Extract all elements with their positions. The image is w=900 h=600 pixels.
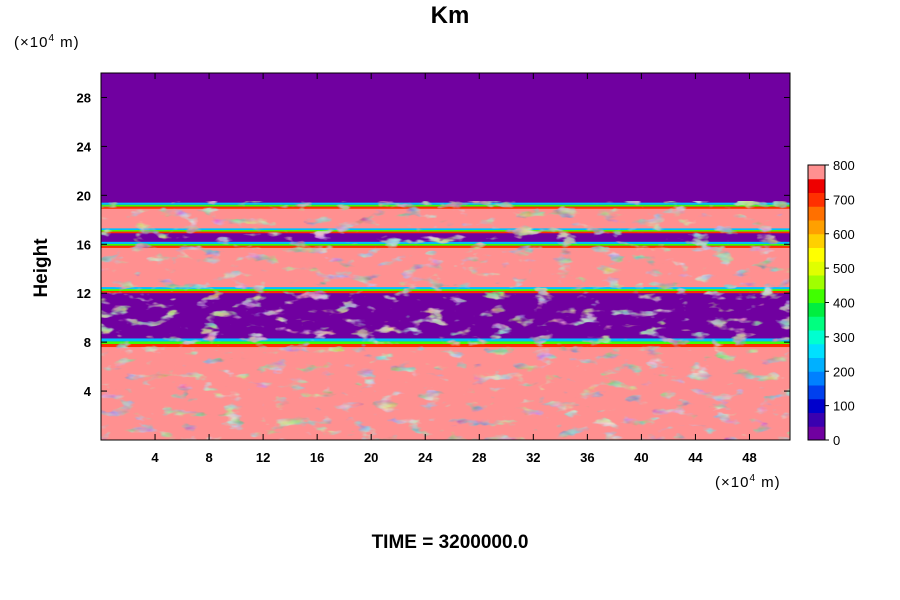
x-tick-label: 44 [688, 450, 703, 465]
x-tick-label: 20 [364, 450, 378, 465]
colorbar-tick-label: 700 [833, 192, 855, 207]
turbulence-texture [101, 201, 790, 440]
colorbar-swatch [808, 178, 825, 193]
y-tick-label: 16 [77, 237, 91, 252]
colorbar-swatch [808, 302, 825, 317]
x-tick-label: 8 [205, 450, 212, 465]
colorbar-swatch [808, 371, 825, 386]
x-tick-label: 4 [151, 450, 159, 465]
colorbar-swatch [808, 247, 825, 262]
y-unit-label: (×104 m) [14, 33, 80, 51]
time-label: TIME = 3200000.0 [371, 532, 529, 553]
colorbar-tick-label: 0 [833, 433, 840, 448]
colorbar-swatch [808, 206, 825, 221]
x-tick-label: 28 [472, 450, 486, 465]
colorbar-swatch [808, 343, 825, 358]
x-tick-label: 12 [256, 450, 270, 465]
colorbar: 0 100 200 300 400 500 600 700 800 [807, 158, 855, 448]
x-axis-ticks: 4 8 12 16 20 24 28 32 36 40 44 48 [151, 73, 757, 465]
y-axis-ticks: 4 8 12 16 20 24 28 [77, 90, 790, 399]
colorbar-swatch [808, 192, 825, 207]
colorbar-swatch [808, 330, 825, 345]
x-tick-label: 36 [580, 450, 594, 465]
colorbar-swatch [808, 426, 825, 441]
x-tick-label: 40 [634, 450, 648, 465]
colorbar-swatch [808, 275, 825, 290]
colorbar-tick-label: 600 [833, 227, 855, 242]
y-tick-label: 24 [77, 139, 92, 154]
plot-frame [100, 72, 791, 441]
colorbar-tick-label: 300 [833, 330, 855, 345]
heatmap-field [101, 73, 790, 440]
colorbar-tick-label: 200 [833, 364, 855, 379]
colorbar-tick-label: 400 [833, 296, 855, 311]
colorbar-swatch [808, 357, 825, 372]
colorbar-swatch [808, 316, 825, 331]
y-tick-label: 4 [84, 384, 92, 399]
x-tick-label: 32 [526, 450, 540, 465]
colorbar-swatch [808, 261, 825, 276]
colorbar-swatch [808, 385, 825, 400]
x-tick-label: 48 [742, 450, 756, 465]
colorbar-swatch [808, 398, 825, 413]
colorbar-swatch [808, 288, 825, 303]
y-tick-label: 20 [77, 188, 91, 203]
colorbar-tick-label: 500 [833, 261, 855, 276]
y-tick-label: 28 [77, 90, 91, 105]
y-tick-label: 12 [77, 286, 91, 301]
texture-red [101, 201, 790, 440]
colorbar-tick-label: 100 [833, 399, 855, 414]
colorbar-swatch [808, 233, 825, 248]
x-tick-label: 16 [310, 450, 324, 465]
x-tick-label: 24 [418, 450, 433, 465]
colorbar-swatch [808, 165, 825, 180]
colorbar-tick-label: 800 [833, 158, 855, 173]
x-unit-label: (×104 m) [715, 473, 781, 491]
region-band-5 [101, 73, 790, 204]
colorbar-swatch [808, 412, 825, 427]
chart-title: Km [430, 2, 470, 29]
colorbar-swatch [808, 220, 825, 235]
y-tick-label: 8 [84, 335, 91, 350]
